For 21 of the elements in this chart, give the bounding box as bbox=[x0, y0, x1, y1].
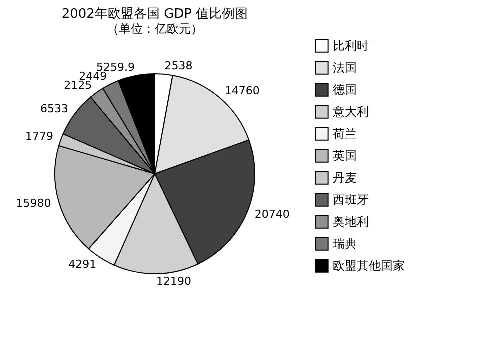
legend-label: 欧盟其他国家 bbox=[333, 259, 405, 273]
data-label: 2538 bbox=[164, 59, 193, 72]
data-label: 4291 bbox=[68, 258, 97, 271]
legend-label: 荷兰 bbox=[333, 127, 357, 141]
data-label: 20740 bbox=[254, 208, 290, 222]
legend-label: 丹麦 bbox=[333, 171, 357, 185]
legend-label: 意大利 bbox=[332, 105, 369, 119]
legend-label: 西班牙 bbox=[333, 193, 369, 207]
legend-label: 奥地利 bbox=[333, 215, 369, 229]
data-label: 15980 bbox=[16, 197, 52, 210]
legend-label: 瑞典 bbox=[333, 237, 357, 251]
chart-title: 2002年欧盟各国 GDP 值比例图 bbox=[62, 7, 248, 22]
data-label: 1779 bbox=[25, 130, 54, 144]
legend-label: 比利时 bbox=[333, 39, 369, 53]
legend-label: 法国 bbox=[333, 61, 357, 75]
data-label: 12190 bbox=[156, 274, 192, 288]
data-label: 6533 bbox=[40, 102, 69, 116]
legend-label: 英国 bbox=[333, 149, 357, 163]
chart-subtitle: （单位：亿欧元） bbox=[107, 22, 203, 36]
legend-label: 德国 bbox=[333, 83, 357, 97]
data-label: 14760 bbox=[224, 84, 260, 98]
